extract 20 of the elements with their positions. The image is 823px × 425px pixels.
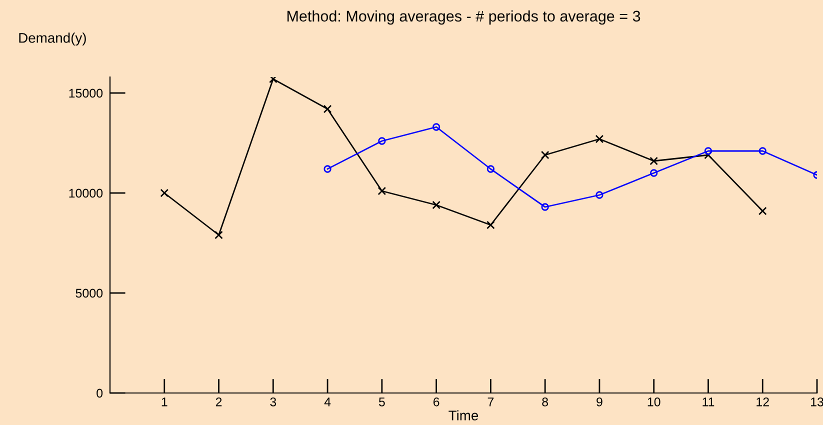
x-tick-label: 9 — [596, 397, 602, 406]
y-tick-label: 10000 — [69, 188, 103, 198]
x-tick-label: 6 — [433, 397, 440, 406]
x-tick-label: 12 — [756, 397, 769, 406]
x-tick-label: 5 — [378, 398, 385, 406]
x-tick-label: 8 — [542, 397, 548, 406]
x-tick-label: 4 — [324, 398, 331, 406]
x-tick-label: 7 — [488, 398, 494, 406]
y-tick-label: 15000 — [69, 88, 103, 98]
chart-title: Method: Moving averages - # periods to average = 3 — [287, 10, 640, 25]
x-tick-label: 10 — [648, 397, 660, 406]
x-axis-title: Time — [448, 410, 478, 420]
y-axis-title: Demand(y) — [19, 32, 86, 46]
y-tick-label: 0 — [96, 388, 103, 398]
x-tick-label: 11 — [702, 398, 714, 406]
x-tick-label: 3 — [270, 397, 276, 406]
x-tick-label: 1 — [162, 398, 168, 406]
x-tick-label: 13 — [811, 397, 823, 406]
x-tick-label: 2 — [216, 397, 222, 406]
y-tick-label: 5000 — [76, 288, 103, 298]
